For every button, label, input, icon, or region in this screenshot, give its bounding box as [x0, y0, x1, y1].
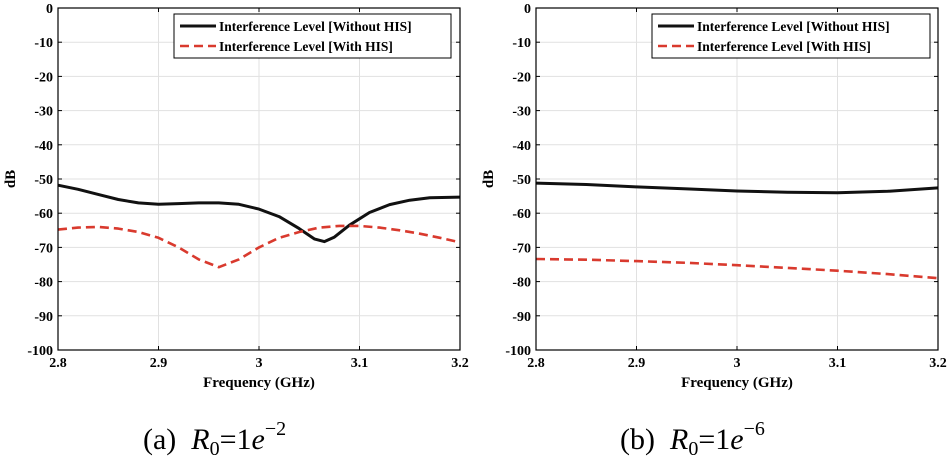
y-tick-label: -80 — [512, 276, 531, 291]
y-tick-label: 0 — [524, 2, 531, 17]
caption-b-symbol: R — [669, 423, 689, 456]
series-line-without-his — [57, 183, 461, 244]
y-tick-label: -20 — [512, 70, 531, 85]
caption-a-symbol: R — [191, 423, 210, 456]
y-tick-label: -80 — [34, 276, 53, 291]
y-tick-label: -50 — [512, 173, 531, 188]
caption-b-exponent: −6 — [743, 418, 765, 440]
caption-a-base: e — [251, 423, 265, 456]
x-tick-label: 3 — [256, 356, 263, 371]
y-tick-label: -60 — [34, 207, 53, 222]
x-tick-label: 2.8 — [527, 356, 545, 371]
series-line-with-his — [57, 224, 461, 269]
legend-box — [651, 13, 931, 59]
y-tick-label: -30 — [34, 105, 53, 120]
y-axis-label: dB — [481, 170, 497, 188]
legend-label: Interference Level [Without HIS] — [219, 19, 412, 34]
x-tick-label: 3.2 — [929, 356, 947, 371]
y-tick-label: -60 — [512, 207, 531, 222]
x-tick-label: 2.8 — [49, 356, 67, 371]
y-tick-label: -50 — [34, 173, 53, 188]
plot-b: 2.8 2.9 3 3.1 3.2 0 -10 -20 -30 -40 -50 -60 -70 -80 -9… — [481, 2, 947, 391]
x-tick-label: 2.9 — [150, 356, 168, 371]
x-tick-label: 3.2 — [451, 356, 469, 371]
caption-b-subscript: 0 — [688, 438, 699, 460]
legend-label: Interference Level [With HIS] — [697, 39, 871, 54]
caption-b-base: e — [730, 423, 744, 456]
y-tick-label: -10 — [34, 36, 53, 51]
x-tick-label: 3.1 — [829, 356, 847, 371]
y-tick-label: -90 — [512, 310, 531, 325]
y-tick-label: -40 — [34, 139, 53, 154]
y-tick-label: -30 — [512, 105, 531, 120]
y-tick-label: -90 — [34, 310, 53, 325]
caption-a-exponent: −2 — [264, 418, 287, 440]
caption-a-equals: =1 — [219, 423, 252, 456]
series-line-without-his — [535, 181, 939, 195]
y-tick-label: -100 — [505, 344, 531, 359]
y-tick-label: -70 — [512, 241, 531, 256]
legend: Interference Level [Without HIS] Interfer… — [173, 13, 452, 59]
y-tick-label: -100 — [27, 344, 53, 359]
caption-a: (a) R0=1e−2 — [143, 418, 286, 461]
caption-b-equals: =1 — [698, 423, 731, 456]
series-line-with-his — [535, 257, 939, 280]
caption-a-subscript: 0 — [209, 438, 220, 460]
y-tick-label: 0 — [46, 2, 53, 17]
x-axis-label: Frequency (GHz) — [681, 375, 793, 391]
y-tick-label: -10 — [512, 36, 531, 51]
legend: Interference Level [Without HIS] Interfer… — [651, 13, 931, 59]
legend-box — [173, 13, 452, 59]
x-axis-label: Frequency (GHz) — [203, 375, 315, 391]
plot-a: 2.8 2.9 3 3.1 3.2 0 -10 -20 -30 -40 -50 -60 -70 -80 -9… — [3, 2, 469, 391]
y-tick-label: -70 — [34, 241, 53, 256]
legend-label: Interference Level [With HIS] — [219, 39, 393, 54]
x-tick-label: 2.9 — [628, 356, 646, 371]
y-axis-label: dB — [3, 170, 19, 188]
caption-a-prefix: (a) — [143, 423, 177, 456]
y-tick-label: -40 — [512, 139, 531, 154]
caption-b-prefix: (b) — [620, 423, 655, 456]
x-tick-label: 3.1 — [351, 356, 369, 371]
caption-b: (b) R0=1e−6 — [620, 418, 765, 461]
x-tick-label: 3 — [734, 356, 741, 371]
y-tick-label: -20 — [34, 70, 53, 85]
legend-label: Interference Level [Without HIS] — [697, 19, 890, 34]
